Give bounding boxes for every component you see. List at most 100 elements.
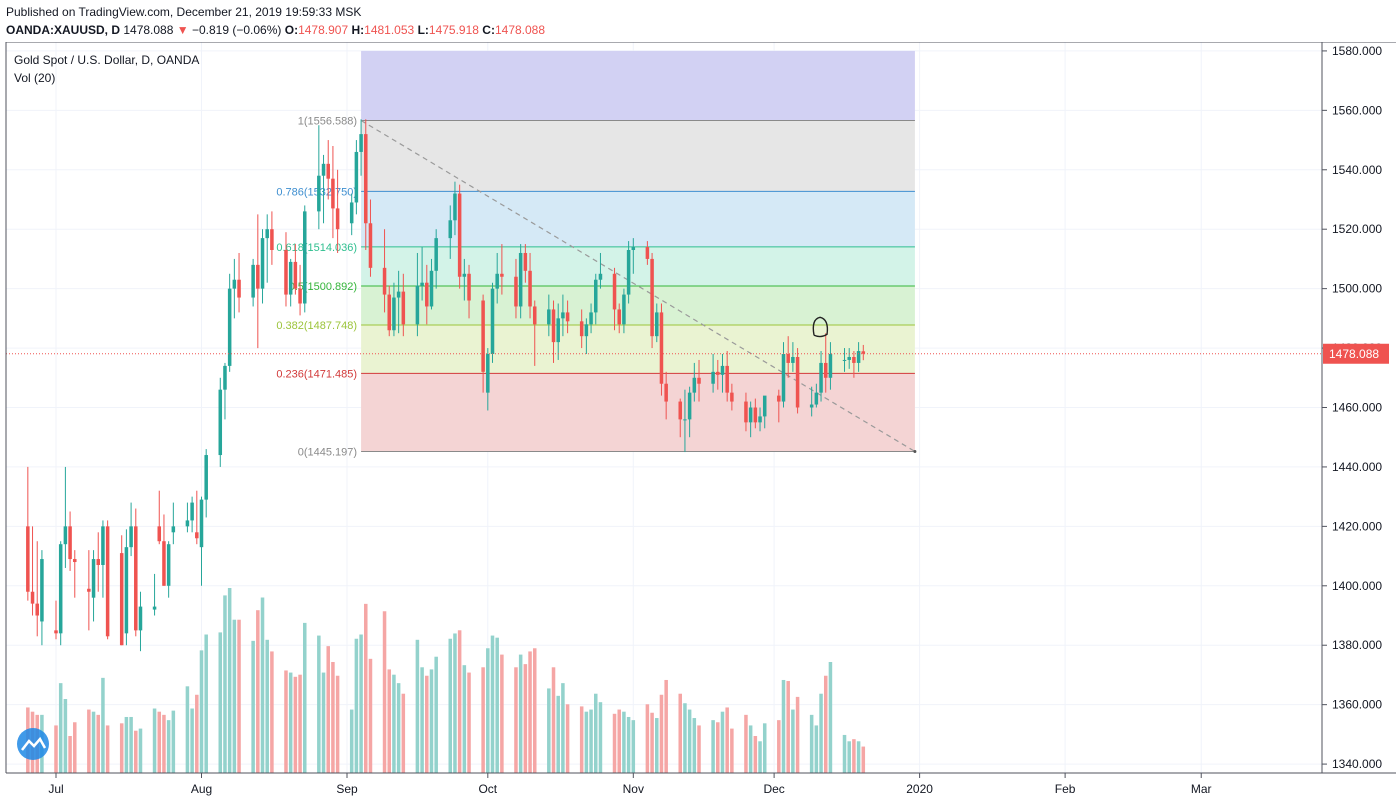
price-chart[interactable]: 1(1556.588) 0.786(1532.750) 0.618(1514.036…	[0, 42, 1396, 809]
volume-bar	[678, 693, 683, 773]
candle-body	[162, 541, 166, 586]
close-value: 1478.088	[494, 23, 546, 37]
volume-bar	[852, 739, 856, 773]
candle-body	[490, 288, 495, 355]
volume-bar	[284, 670, 288, 773]
volume-bar	[842, 734, 847, 773]
price-tick-label: 1380.000	[1332, 638, 1382, 652]
volume-bar	[547, 688, 551, 773]
candle-body	[683, 419, 687, 421]
candle-body	[842, 359, 847, 361]
candle-body	[124, 547, 129, 634]
candle-body	[518, 252, 523, 307]
volume-bar	[692, 718, 697, 773]
candle-body	[481, 300, 485, 372]
candle-body	[204, 455, 208, 500]
volume-bar	[349, 709, 354, 773]
fib-retracement[interactable]: 1(1556.588) 0.786(1532.750) 0.618(1514.036…	[276, 50, 917, 459]
candle-body	[134, 526, 138, 631]
candle-body	[622, 294, 626, 325]
candle-body	[73, 559, 77, 563]
volume-bar	[612, 713, 617, 773]
candle-body	[331, 178, 335, 209]
candle-body	[809, 404, 814, 408]
fib-level-label: 0.382(1487.748)	[276, 320, 357, 332]
candle-body	[725, 365, 729, 393]
time-tick-label: Aug	[191, 782, 212, 796]
time-tick-label: Mar	[1191, 782, 1212, 796]
volume-bar	[457, 630, 462, 773]
volume-bar	[293, 676, 298, 773]
price-tick-label: 1500.000	[1332, 282, 1382, 296]
volume-bar	[223, 595, 227, 773]
candle-body	[495, 273, 499, 289]
candle-body	[852, 356, 856, 363]
candle-body	[744, 401, 748, 423]
quote-line: OANDA:XAUUSD, D 1478.088 ▼ −0.819 (−0.06…	[6, 23, 545, 37]
volume-bar	[847, 741, 851, 773]
close-label: C:	[482, 23, 495, 37]
volume-bar	[68, 736, 72, 773]
fib-level-label: 0.786(1532.750)	[276, 186, 357, 198]
volume-bar	[631, 720, 636, 773]
candle-body	[453, 193, 457, 221]
candle-body	[593, 279, 598, 313]
candle-body	[26, 526, 30, 592]
low-value: 1475.918	[428, 23, 479, 37]
candle-body	[659, 312, 664, 384]
time-tick-label: 2020	[906, 782, 933, 796]
volume-bar	[593, 693, 598, 773]
low-label: L:	[417, 23, 429, 37]
candle-body	[720, 365, 725, 375]
fib-zone	[361, 285, 915, 326]
chart-header: Published on TradingView.com, December 2…	[0, 0, 1396, 42]
volume-bar	[561, 683, 565, 773]
volume-bar	[748, 725, 753, 773]
volume-bar	[302, 622, 307, 773]
volume-bar	[828, 662, 833, 773]
candle-body	[612, 273, 617, 310]
time-tick-label: Jul	[48, 782, 63, 796]
candle-body	[223, 365, 227, 390]
candle-body	[650, 258, 654, 337]
volume-bar	[584, 711, 589, 773]
candle-body	[237, 279, 241, 298]
volume-bar	[58, 683, 63, 773]
fib-zone	[361, 373, 915, 452]
volume-bar	[687, 709, 692, 773]
volume-bar	[819, 693, 823, 773]
candle-body	[382, 267, 387, 295]
volume-bar	[664, 679, 668, 773]
volume-bar	[392, 674, 396, 773]
candle-body	[359, 134, 363, 152]
candle-body	[429, 270, 434, 307]
volume-bar	[500, 654, 504, 773]
candle-body	[368, 223, 373, 268]
volume-bar	[101, 677, 105, 773]
volume-bar	[134, 730, 138, 773]
volume-bar	[73, 722, 77, 773]
volume-bar	[617, 709, 621, 773]
volume-bar	[260, 597, 265, 773]
volume-bar	[382, 611, 387, 773]
candle-body	[748, 407, 753, 423]
volume-bar	[655, 718, 659, 773]
candle-body	[354, 151, 359, 203]
volume-bar	[518, 654, 523, 773]
volume-bar	[298, 674, 302, 773]
price-tick-label: 1540.000	[1332, 163, 1382, 177]
candle-body	[532, 306, 537, 325]
last-price: 1478.088	[123, 23, 174, 37]
price-axis-bg	[1322, 42, 1396, 809]
volume-bar	[166, 720, 171, 773]
candle-body	[462, 273, 467, 277]
candle-body	[579, 321, 584, 337]
volume-bar	[171, 710, 176, 773]
fib-level-label: 0.236(1471.485)	[276, 368, 357, 380]
candle-body	[847, 356, 851, 360]
candle-body	[396, 291, 401, 298]
candle-body	[486, 354, 490, 393]
candle-body	[40, 559, 44, 622]
candle-body	[302, 211, 307, 304]
volume-bar	[129, 716, 133, 773]
